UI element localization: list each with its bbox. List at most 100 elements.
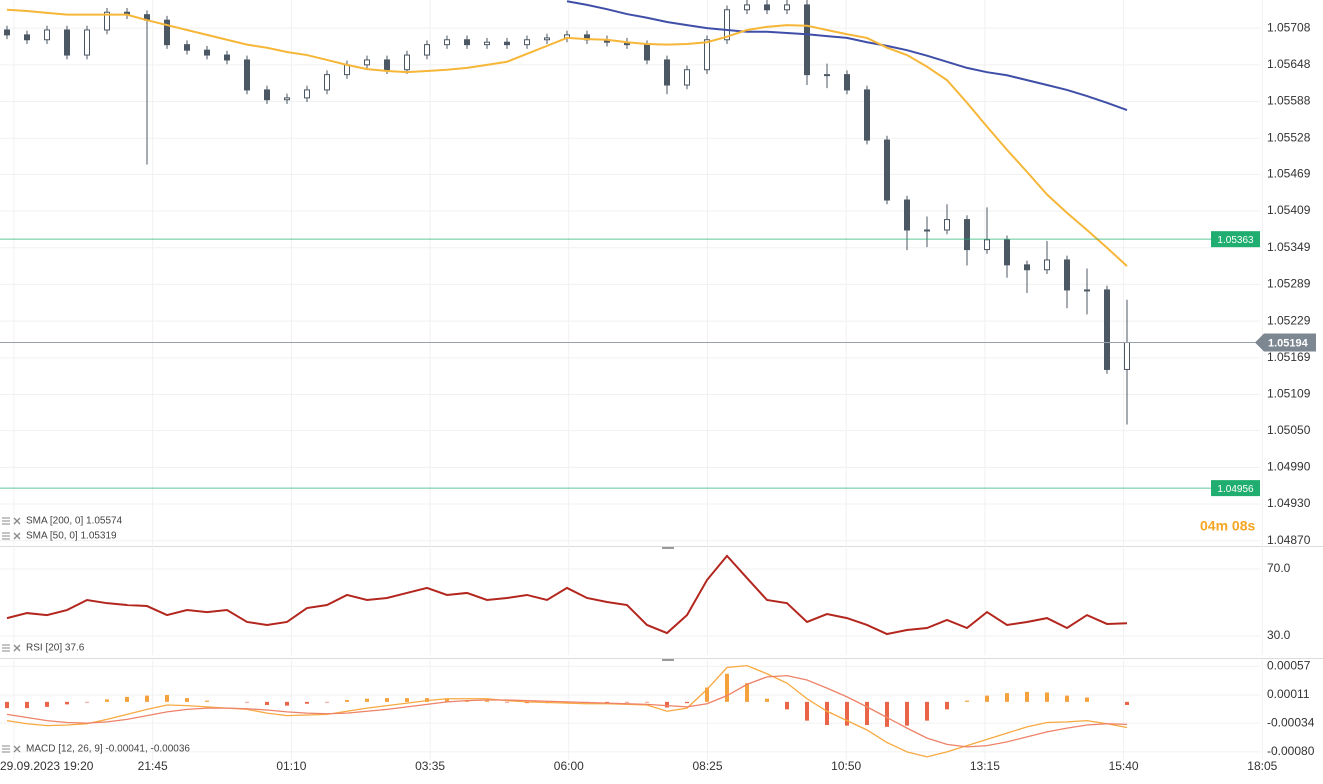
y-tick-label: 1.05588 [1267, 94, 1311, 108]
candle-body [544, 37, 550, 41]
candle-body [344, 64, 350, 76]
x-tick-label: 01:10 [276, 759, 306, 773]
x-tick-label: 03:35 [415, 759, 445, 773]
candle-body [1044, 259, 1050, 271]
y-tick-label: -0.00080 [1267, 744, 1315, 758]
histogram-bar [1045, 692, 1049, 702]
candle-body [404, 54, 410, 71]
y-tick-label: 1.04870 [1267, 533, 1311, 547]
histogram-bar [825, 701, 829, 725]
candle-body [664, 59, 670, 86]
histogram-bar [305, 701, 309, 704]
histogram-bar [745, 683, 749, 702]
candle-body [944, 219, 950, 231]
histogram-bar [905, 701, 909, 726]
sma-line [566, 0, 1128, 112]
candle-body [1104, 289, 1110, 370]
y-tick-label: 1.05229 [1267, 313, 1311, 327]
x-tick-label: 29.09.2023 19:20 [0, 759, 94, 773]
histogram-bar [325, 701, 329, 703]
level-label: 1.04956 [1217, 484, 1254, 495]
candle-body [444, 39, 450, 46]
histogram-bar [405, 698, 409, 702]
candle-body [44, 29, 50, 41]
candle-body [644, 44, 650, 61]
sma-line [6, 8, 1128, 267]
level-label: 1.05363 [1217, 235, 1254, 246]
histogram-bar [145, 695, 149, 702]
y-tick-label: 1.05349 [1267, 240, 1311, 254]
candle-body [84, 29, 90, 56]
candle-body [424, 44, 430, 56]
histogram-bar [105, 699, 109, 702]
histogram-bar [385, 698, 389, 702]
histogram-bar [665, 701, 669, 708]
histogram-bar [785, 701, 789, 710]
legend-entry: SMA [50, 0] 1.05319 [26, 531, 117, 542]
candle-body [804, 4, 810, 76]
histogram-bar [5, 701, 9, 709]
candle-body [4, 29, 10, 36]
rsi-line [6, 554, 1128, 636]
candle-body [844, 74, 850, 91]
macd-line [6, 664, 1128, 758]
legend-entry: MACD [12, 26, 9] -0.00041, -0.00036 [26, 744, 190, 755]
y-tick-label: 1.05708 [1267, 20, 1311, 34]
histogram-bar [485, 700, 489, 702]
candle-body [224, 54, 230, 61]
candle-body [1004, 239, 1010, 266]
histogram-bar [965, 700, 969, 702]
histogram-bar [25, 701, 29, 709]
candle-body [304, 89, 310, 99]
y-tick-label: 0.00057 [1267, 658, 1311, 672]
histogram-bar [185, 698, 189, 702]
histogram-bar [925, 701, 929, 721]
histogram-bar [985, 695, 989, 702]
histogram-bar [1005, 693, 1009, 702]
histogram-bar [1065, 695, 1069, 702]
candle-body [264, 89, 270, 101]
histogram-bar [845, 701, 849, 726]
candle-body [104, 11, 110, 31]
histogram-bar [645, 701, 649, 703]
candle-body [1064, 259, 1070, 291]
candle-body [904, 199, 910, 231]
candle-body [764, 4, 770, 11]
legend-close [13, 532, 21, 540]
y-tick-label: 1.04930 [1267, 496, 1311, 510]
candle-body [204, 49, 210, 56]
candle-body [504, 41, 510, 46]
histogram-bar [685, 701, 689, 704]
histogram-bar [885, 701, 889, 727]
candle-body [64, 29, 70, 56]
histogram-bar [1125, 701, 1129, 705]
y-tick-label: 1.05648 [1267, 57, 1311, 71]
histogram-bar [445, 698, 449, 702]
candle-body [284, 97, 290, 101]
legend-entry: RSI [20] 37.6 [26, 643, 85, 654]
x-tick-label: 21:45 [138, 759, 168, 773]
histogram-bar [205, 700, 209, 702]
y-tick-label: 30.0 [1267, 628, 1291, 642]
histogram-bar [345, 700, 349, 702]
y-tick-label: 1.05469 [1267, 166, 1311, 180]
histogram-bar [945, 701, 949, 710]
candle-body [684, 69, 690, 86]
histogram-bar [765, 698, 769, 702]
histogram-bar [1085, 697, 1089, 702]
candle-body [384, 59, 390, 71]
y-tick-label: 1.04990 [1267, 459, 1311, 473]
candle-body [704, 39, 710, 71]
x-tick-label: 15:40 [1109, 759, 1139, 773]
histogram-bar [285, 701, 289, 706]
x-tick-label: 06:00 [554, 759, 584, 773]
histogram-bar [705, 687, 709, 702]
candle-body [184, 44, 190, 51]
y-tick-label: 1.05050 [1267, 423, 1311, 437]
candle-body [1124, 342, 1130, 370]
candle-body [924, 229, 930, 232]
histogram-bar [125, 696, 129, 702]
histogram-bar [505, 701, 509, 703]
